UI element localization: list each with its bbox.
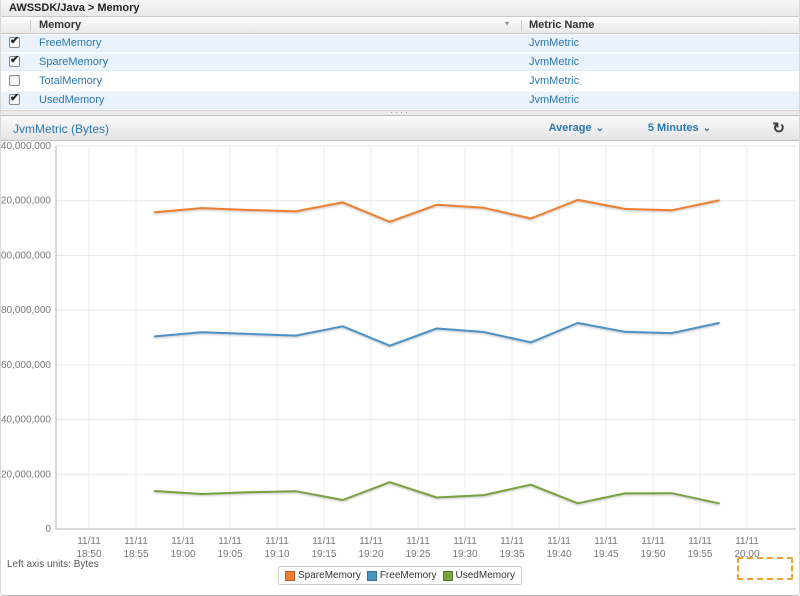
metric-link[interactable]: TotalMemory (39, 75, 102, 87)
table-row[interactable]: UsedMemory JvmMetric (1, 91, 799, 109)
line-chart-plot: 0 20,000,000 40,000,000 60,000,000 80,000,00… (1, 141, 799, 561)
metric-browser-window: AWSSDK/Java > Memory Memory ▾ Metric Nam… (0, 0, 800, 596)
svg-text:19:45: 19:45 (593, 549, 618, 560)
svg-text:140,000,000: 140,000,000 (1, 141, 51, 152)
series-color-swatch (367, 571, 377, 581)
chart-title: JvmMetric (Bytes) (13, 122, 109, 136)
metric-name-link[interactable]: JvmMetric (529, 37, 579, 49)
table-header-row: Memory ▾ Metric Name (1, 17, 799, 34)
svg-text:100,000,000: 100,000,000 (1, 250, 51, 261)
svg-text:120,000,000: 120,000,000 (1, 196, 51, 207)
svg-text:19:00: 19:00 (170, 549, 195, 560)
legend-item: FreeMemory (367, 570, 437, 581)
series-color-swatch (285, 571, 295, 581)
series-color-swatch (443, 571, 453, 581)
svg-text:11/11: 11/11 (641, 536, 665, 547)
svg-text:11/11: 11/11 (406, 536, 430, 547)
breadcrumb: AWSSDK/Java > Memory (1, 0, 799, 17)
chevron-down-icon: ⌄ (703, 123, 711, 134)
metric-link[interactable]: FreeMemory (39, 37, 101, 49)
svg-text:18:55: 18:55 (123, 549, 148, 560)
drop-target-outline (737, 557, 793, 580)
svg-text:11/11: 11/11 (124, 536, 148, 547)
svg-text:11/11: 11/11 (265, 536, 289, 547)
legend-item: UsedMemory (443, 570, 515, 581)
legend-label: UsedMemory (456, 570, 515, 581)
svg-text:19:15: 19:15 (311, 549, 336, 560)
svg-text:11/11: 11/11 (594, 536, 618, 547)
metric-name-link[interactable]: JvmMetric (529, 56, 579, 68)
svg-text:19:25: 19:25 (405, 549, 430, 560)
refresh-icon[interactable]: ↻ (772, 119, 785, 137)
metric-table-body: FreeMemory JvmMetric SpareMemory JvmMetr… (1, 34, 799, 109)
period-dropdown-label: 5 Minutes (648, 122, 699, 134)
period-dropdown[interactable]: 5 Minutes ⌄ (648, 122, 711, 134)
x-axis-labels: 11/1118:5011/1118:5511/1119:0011/1119:05… (76, 536, 759, 560)
svg-text:11/11: 11/11 (359, 536, 383, 547)
chart-legend: SpareMemory FreeMemory UsedMemory (278, 566, 522, 585)
svg-text:11/11: 11/11 (77, 536, 101, 547)
row-checkbox[interactable] (9, 94, 20, 105)
svg-text:19:35: 19:35 (499, 549, 524, 560)
svg-text:19:55: 19:55 (687, 549, 712, 560)
svg-text:11/11: 11/11 (453, 536, 477, 547)
statistic-dropdown-label: Average (549, 122, 592, 134)
row-checkbox[interactable] (9, 56, 20, 67)
table-row[interactable]: TotalMemory JvmMetric (1, 72, 799, 90)
chart-area: 0 20,000,000 40,000,000 60,000,000 80,000,00… (1, 141, 799, 596)
series-line-SpareMemory (155, 200, 719, 222)
chevron-down-icon: ⌄ (596, 123, 604, 134)
svg-text:11/11: 11/11 (547, 536, 571, 547)
y-axis-labels: 0 20,000,000 40,000,000 60,000,000 80,000,00… (1, 141, 51, 535)
legend-label: SpareMemory (298, 570, 361, 581)
column-divider (30, 20, 31, 31)
axis-units-label: Left axis units: Bytes (7, 559, 99, 570)
svg-text:60,000,000: 60,000,000 (1, 360, 51, 371)
svg-text:19:05: 19:05 (217, 549, 242, 560)
series-line-UsedMemory (155, 482, 719, 503)
gridlines (56, 146, 796, 529)
svg-text:0: 0 (45, 524, 51, 535)
sort-descending-icon[interactable]: ▾ (505, 19, 509, 28)
metric-link[interactable]: UsedMemory (39, 94, 104, 106)
metric-name-link[interactable]: JvmMetric (529, 75, 579, 87)
svg-text:11/11: 11/11 (218, 536, 242, 547)
svg-text:11/11: 11/11 (735, 536, 759, 547)
svg-text:11/11: 11/11 (312, 536, 336, 547)
table-row[interactable]: SpareMemory JvmMetric (1, 53, 799, 71)
table-row[interactable]: FreeMemory JvmMetric (1, 34, 799, 52)
legend-item: SpareMemory (285, 570, 361, 581)
svg-text:19:40: 19:40 (546, 549, 571, 560)
svg-text:19:10: 19:10 (264, 549, 289, 560)
statistic-dropdown[interactable]: Average ⌄ (549, 122, 604, 134)
svg-text:11/11: 11/11 (688, 536, 712, 547)
svg-text:40,000,000: 40,000,000 (1, 415, 51, 426)
svg-text:11/11: 11/11 (171, 536, 195, 547)
svg-text:19:30: 19:30 (452, 549, 477, 560)
svg-text:20,000,000: 20,000,000 (1, 469, 51, 480)
metric-link[interactable]: SpareMemory (39, 56, 108, 68)
legend-label: FreeMemory (380, 570, 437, 581)
svg-text:11/11: 11/11 (500, 536, 524, 547)
column-header-memory[interactable]: Memory (39, 19, 81, 31)
column-divider (521, 20, 522, 31)
svg-text:80,000,000: 80,000,000 (1, 305, 51, 316)
row-checkbox[interactable] (9, 37, 20, 48)
column-header-metric-name[interactable]: Metric Name (529, 19, 594, 31)
row-checkbox[interactable] (9, 75, 20, 86)
svg-text:19:20: 19:20 (358, 549, 383, 560)
series-line-FreeMemory (155, 323, 719, 346)
chart-panel-header: JvmMetric (Bytes) Average ⌄ 5 Minutes ⌄ ↻ (1, 116, 799, 141)
metric-name-link[interactable]: JvmMetric (529, 94, 579, 106)
svg-text:19:50: 19:50 (640, 549, 665, 560)
